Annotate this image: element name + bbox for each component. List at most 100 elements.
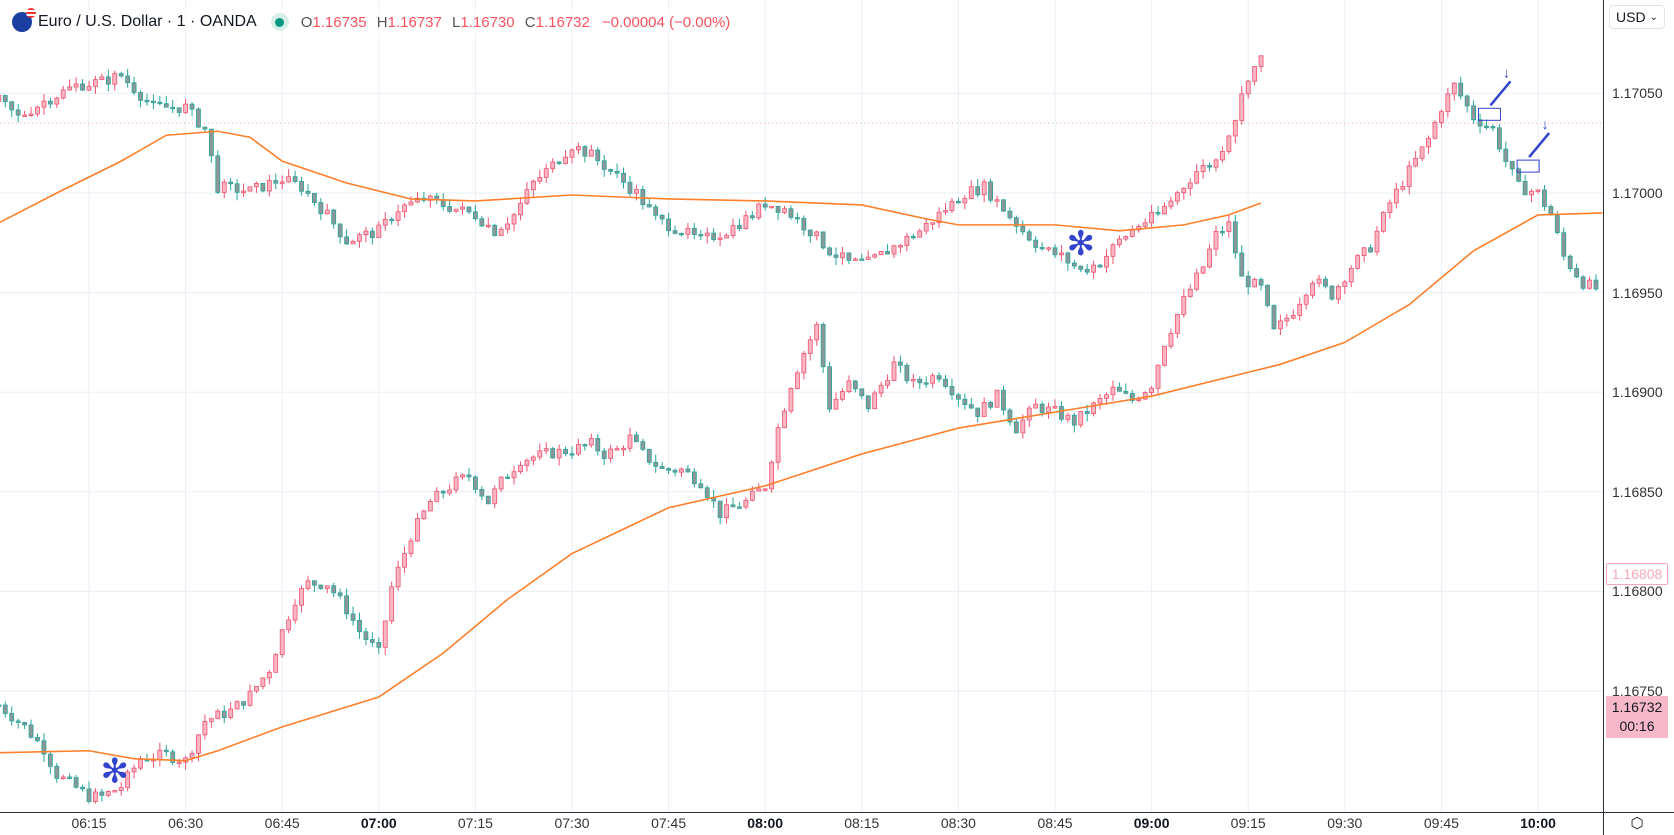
candle-body — [962, 398, 968, 406]
candle-body — [485, 224, 491, 228]
candle-body — [389, 218, 395, 222]
candle-body — [254, 182, 259, 188]
candle-body — [640, 189, 646, 206]
candle-body — [930, 375, 936, 384]
candle-body — [1387, 202, 1393, 213]
candle-body — [215, 710, 221, 720]
time-axis-label: 08:30 — [940, 815, 976, 831]
candle-body — [9, 101, 15, 111]
candle-body — [331, 209, 337, 225]
candle-body — [956, 394, 961, 400]
candle-body — [1194, 272, 1200, 290]
candle-body — [118, 787, 124, 791]
candle-body — [485, 495, 491, 505]
currency-label: USD — [1616, 9, 1646, 25]
candle-body — [994, 389, 1000, 408]
candle-body — [157, 749, 163, 760]
candle-body — [827, 366, 832, 410]
currency-button[interactable]: USD ⌄ — [1609, 5, 1665, 29]
candle-body — [247, 186, 253, 192]
candle-body — [846, 252, 852, 261]
candle-body — [582, 444, 588, 447]
candle-body — [189, 103, 195, 110]
candle-body — [80, 83, 85, 91]
candle-body — [93, 79, 98, 87]
candle-body — [608, 169, 614, 172]
candle-body — [634, 434, 639, 443]
bar-countdown: 00:16 — [1619, 718, 1655, 734]
candle-body — [1522, 180, 1528, 196]
candle-body — [22, 722, 28, 726]
candle-body — [550, 161, 556, 170]
candle-body — [157, 101, 163, 105]
candle-body — [176, 107, 182, 113]
candle-body — [1271, 305, 1277, 330]
candle-body — [311, 193, 317, 203]
candle-body — [1007, 210, 1013, 219]
time-axis-label: 10:00 — [1520, 815, 1556, 831]
candle-body — [208, 128, 214, 157]
candle-body — [279, 629, 285, 655]
candle-body — [1368, 247, 1373, 253]
candle-body — [801, 353, 807, 374]
candle-body — [659, 214, 665, 220]
candle-body — [782, 208, 787, 213]
candle-body — [221, 710, 227, 718]
candle-body — [170, 106, 176, 110]
candle-body — [492, 488, 498, 505]
candle-body — [756, 203, 762, 219]
candle-body — [369, 230, 375, 238]
candle-body — [1335, 286, 1341, 300]
candle-body — [1200, 165, 1206, 173]
candle-body — [112, 73, 118, 85]
candle-body — [1477, 119, 1483, 127]
candle-body — [1567, 255, 1573, 269]
candle-body — [530, 456, 536, 461]
candle-body — [305, 190, 311, 194]
candle-body — [1574, 268, 1580, 278]
candle-body — [1091, 402, 1097, 415]
price-axis-label: 1.16800 — [1612, 583, 1663, 600]
candle-body — [595, 149, 601, 162]
candle-body — [743, 499, 749, 508]
candle-body — [1174, 313, 1180, 334]
candle-body — [962, 198, 968, 204]
candle-body — [737, 506, 742, 509]
candle-body — [885, 380, 890, 386]
candle-body — [415, 197, 420, 203]
candle-body — [576, 444, 581, 455]
candle-body — [621, 447, 626, 451]
annotation-arrow-line — [1528, 132, 1551, 158]
candle-body — [1181, 296, 1187, 315]
candle-body — [1239, 252, 1245, 277]
candle-body — [1342, 281, 1348, 287]
candle-body — [904, 235, 910, 246]
candle-body — [563, 448, 568, 455]
candle-body — [608, 448, 614, 459]
ohlc-values: O1.16735 H1.16737 L1.16730 C1.16732 — [301, 14, 596, 31]
candle-body — [15, 109, 21, 116]
candle-body — [318, 202, 324, 215]
candle-body — [99, 76, 105, 81]
candle-body — [324, 209, 330, 215]
candle-body — [550, 448, 556, 459]
market-open-status-icon — [270, 13, 289, 31]
candle-body — [2, 704, 8, 714]
symbol-title[interactable]: Euro / U.S. Dollar · 1 · OANDA — [38, 13, 257, 30]
candle-body — [1117, 238, 1122, 246]
candle-body — [1381, 212, 1386, 232]
candle-body — [498, 228, 504, 236]
candle-body — [1496, 127, 1502, 150]
axis-settings-icon[interactable]: ⬡ — [1630, 815, 1644, 832]
candle-body — [1413, 157, 1419, 167]
time-axis-label: 08:00 — [747, 815, 784, 831]
candle-body — [395, 566, 401, 588]
moving-average-line — [0, 130, 1262, 232]
candle-body — [769, 205, 775, 209]
candle-body — [125, 75, 131, 84]
candle-body — [241, 190, 246, 193]
candle-body — [215, 155, 221, 193]
candle-body — [1065, 414, 1071, 420]
candle-body — [408, 540, 414, 554]
